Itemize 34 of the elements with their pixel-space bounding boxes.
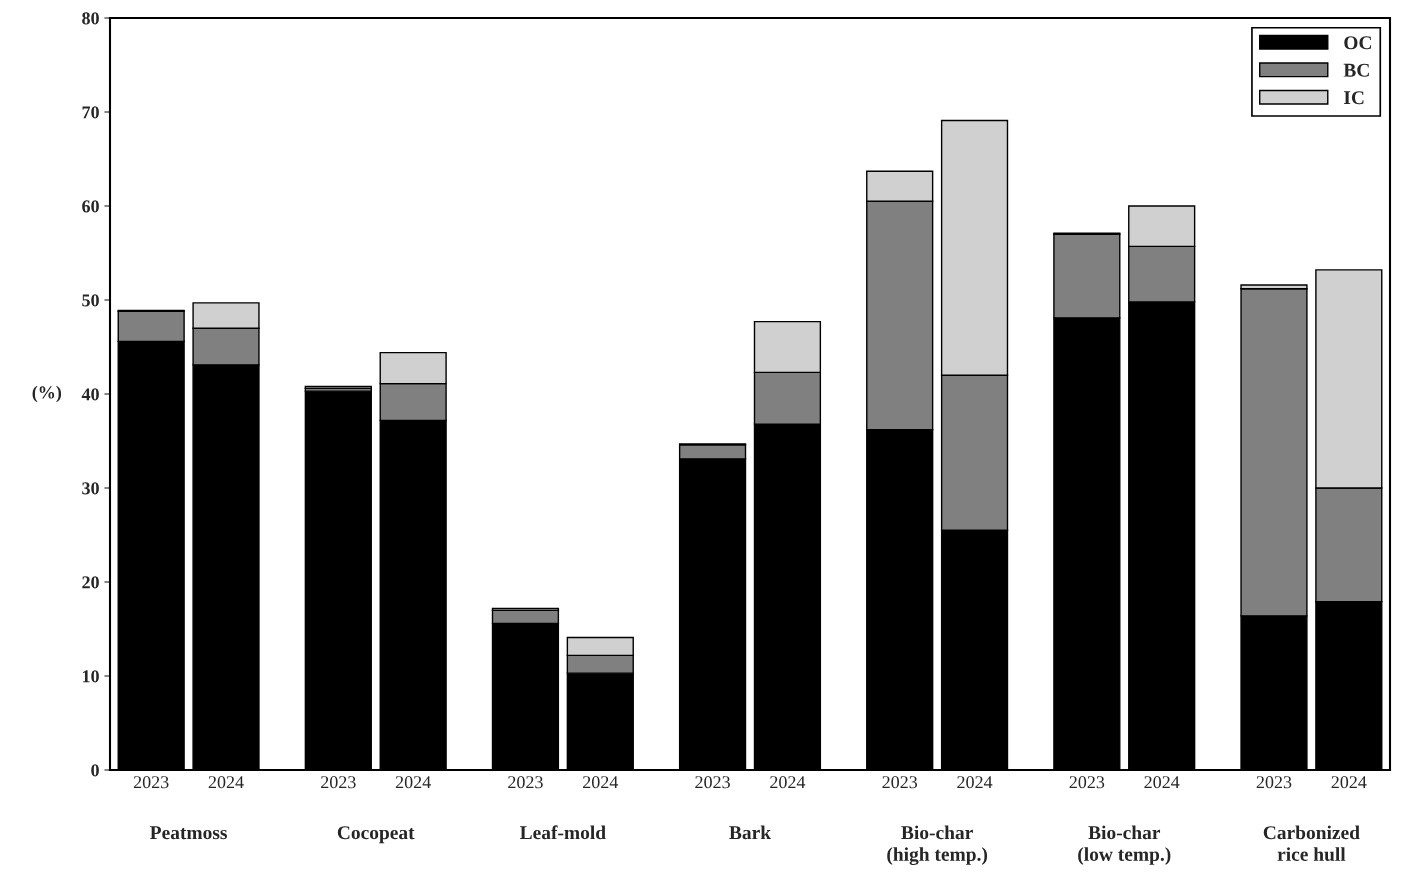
x-tick-label: 2023 bbox=[1069, 776, 1105, 789]
text: Carbonized rice hull bbox=[1263, 825, 1360, 861]
x-tick-label: 2024 bbox=[208, 776, 244, 789]
y-axis-title: (%) bbox=[32, 385, 62, 403]
y-tick-label: 70 bbox=[82, 106, 99, 119]
y-tick-label: 50 bbox=[82, 294, 99, 307]
y-tick-label: 10 bbox=[82, 670, 99, 683]
text: Bark bbox=[729, 825, 772, 840]
text: Cocopeat bbox=[337, 826, 415, 844]
x-tick-label: 2023 bbox=[882, 776, 918, 789]
x-tick-label: 2024 bbox=[957, 776, 993, 789]
x-tick-label: 2023 bbox=[133, 776, 169, 789]
x-tick-label: 2023 bbox=[508, 776, 543, 789]
x-tick-label: 2024 bbox=[770, 776, 806, 789]
x-tick-label: 2024 bbox=[1331, 776, 1367, 789]
y-tick-label: 40 bbox=[81, 388, 99, 401]
legend-label: BC bbox=[1343, 63, 1369, 77]
x-tick-label: 2023 bbox=[1256, 776, 1292, 789]
x-tick-label: 2023 bbox=[695, 776, 730, 789]
legend-label: OC bbox=[1344, 36, 1372, 50]
y-tick-label: 0 bbox=[91, 764, 99, 777]
text: Bio-char (low temp.) bbox=[1078, 825, 1171, 865]
text: Bio-char (high temp.) bbox=[887, 825, 988, 866]
y-tick-label: 30 bbox=[82, 482, 99, 495]
x-tick-label: 2024 bbox=[583, 776, 619, 789]
x-tick-label: 2024 bbox=[395, 776, 431, 789]
x-tick-label: 2023 bbox=[321, 776, 356, 789]
y-tick-label: 80 bbox=[82, 12, 99, 25]
x-tick-label: 2024 bbox=[1144, 776, 1180, 789]
legend-label: IC bbox=[1343, 91, 1364, 105]
y-tick-label: 60 bbox=[82, 200, 99, 213]
text: Leaf-mold bbox=[519, 825, 606, 840]
y-tick-label: 20 bbox=[82, 576, 99, 589]
text: Peatmoss bbox=[150, 826, 227, 840]
